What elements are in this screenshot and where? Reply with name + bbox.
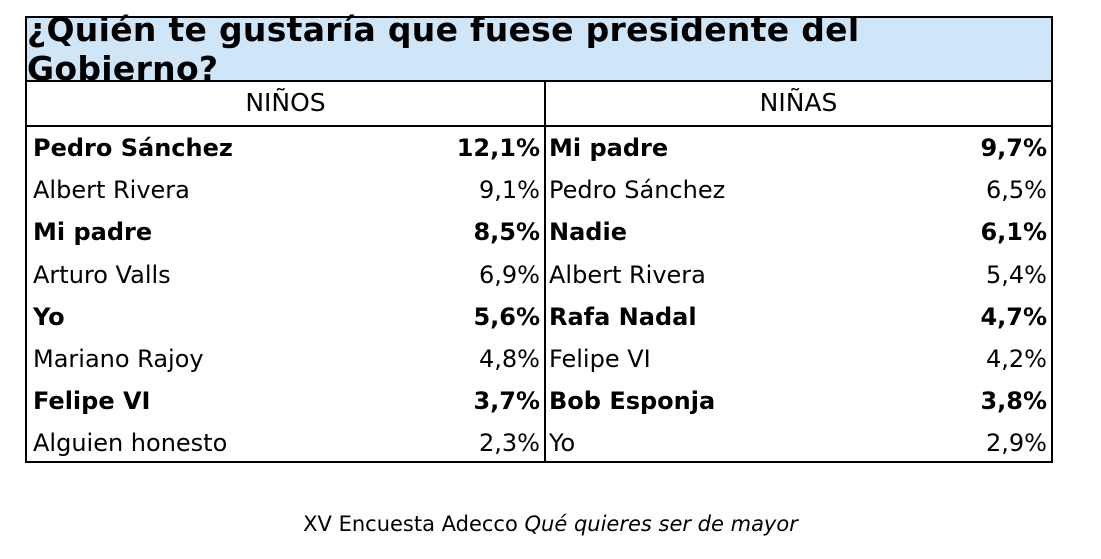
row-name: Albert Rivera <box>33 176 190 205</box>
source-caption: XV Encuesta Adecco Qué quieres ser de ma… <box>0 512 1101 536</box>
row-value: 6,1% <box>980 218 1047 247</box>
row-value: 6,5% <box>986 176 1047 205</box>
row-name: Arturo Valls <box>33 260 171 289</box>
source-caption-italic: Qué quieres ser de mayor <box>524 512 798 536</box>
table-row: Yo 5,6% <box>27 296 544 338</box>
table-row: Albert Rivera 9,1% <box>27 169 544 211</box>
row-value: 2,9% <box>986 429 1047 458</box>
row-name: Mi padre <box>33 218 153 247</box>
row-name: Albert Rivera <box>549 260 706 289</box>
table-row: Bob Esponja 3,8% <box>546 380 1051 422</box>
row-name: Yo <box>33 302 65 331</box>
table-row: Mi padre 9,7% <box>546 127 1051 169</box>
table-row: Nadie 6,1% <box>546 211 1051 253</box>
row-value: 8,5% <box>473 218 540 247</box>
table-row: Yo 2,9% <box>546 422 1051 464</box>
table-row: Pedro Sánchez 12,1% <box>27 127 544 169</box>
table-row: Felipe VI 4,2% <box>546 338 1051 380</box>
table-row: Mariano Rajoy 4,8% <box>27 338 544 380</box>
column-header-ninas: NIÑAS <box>546 80 1051 127</box>
row-name: Mi padre <box>549 134 669 163</box>
source-caption-text: XV Encuesta Adecco <box>303 512 518 536</box>
table-row: Alguien honesto 2,3% <box>27 422 544 464</box>
row-name: Bob Esponja <box>549 387 716 416</box>
row-name: Pedro Sánchez <box>549 176 726 205</box>
row-value: 9,1% <box>479 176 540 205</box>
row-name: Rafa Nadal <box>549 302 697 331</box>
rows-ninas: Mi padre 9,7% Pedro Sánchez 6,5% Nadie 6,1% Al… <box>546 127 1051 465</box>
row-value: 2,3% <box>479 429 540 458</box>
survey-table: ¿Quién te gustaría que fuese presidente … <box>25 10 1053 463</box>
row-name: Mariano Rajoy <box>33 345 204 374</box>
row-value: 3,7% <box>473 387 540 416</box>
row-value: 4,7% <box>980 302 1047 331</box>
table-row: Rafa Nadal 4,7% <box>546 296 1051 338</box>
row-value: 6,9% <box>479 260 540 289</box>
row-value: 12,1% <box>456 134 540 163</box>
row-value: 5,4% <box>986 260 1047 289</box>
row-name: Felipe VI <box>33 387 151 416</box>
table-row: Felipe VI 3,7% <box>27 380 544 422</box>
table-row: Pedro Sánchez 6,5% <box>546 169 1051 211</box>
table-row: Albert Rivera 5,4% <box>546 254 1051 296</box>
row-name: Nadie <box>549 218 627 247</box>
row-value: 4,8% <box>479 345 540 374</box>
rows-ninos: Pedro Sánchez 12,1% Albert Rivera 9,1% Mi pa… <box>27 127 544 465</box>
table-row: Arturo Valls 6,9% <box>27 254 544 296</box>
row-name: Alguien honesto <box>33 429 228 458</box>
table-row: Mi padre 8,5% <box>27 211 544 253</box>
column-ninos: NIÑOS Pedro Sánchez 12,1% Albert Rivera 9,1… <box>27 80 546 461</box>
row-value: 3,8% <box>980 387 1047 416</box>
row-name: Felipe VI <box>549 345 651 374</box>
row-value: 4,2% <box>986 345 1047 374</box>
column-ninas: NIÑAS Mi padre 9,7% Pedro Sánchez 6,5% Nadie… <box>546 80 1051 461</box>
row-name: Yo <box>549 429 576 458</box>
row-name: Pedro Sánchez <box>33 134 233 163</box>
row-value: 9,7% <box>980 134 1047 163</box>
row-value: 5,6% <box>473 302 540 331</box>
table-title: ¿Quién te gustaría que fuese presidente … <box>27 10 1051 88</box>
column-header-ninos: NIÑOS <box>27 80 544 127</box>
